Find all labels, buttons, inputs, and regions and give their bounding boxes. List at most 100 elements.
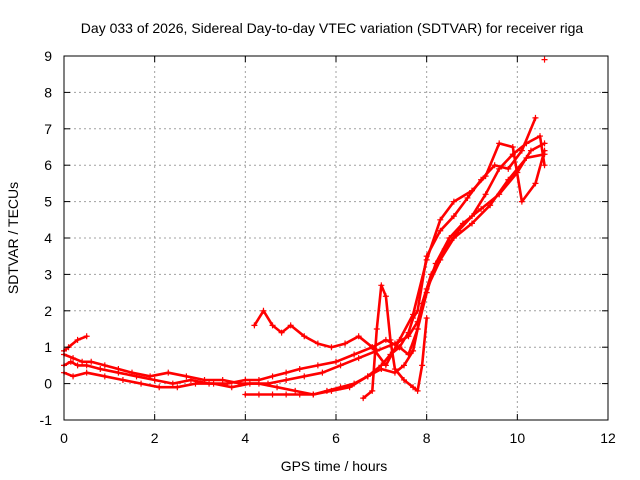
data-point: [301, 333, 308, 340]
x-tick-label: 6: [332, 430, 340, 446]
data-point: [174, 384, 181, 391]
data-point: [410, 347, 417, 354]
data-point: [532, 180, 539, 187]
data-point: [255, 380, 262, 387]
data-point: [314, 362, 321, 369]
data-point: [382, 293, 389, 300]
data-point: [97, 366, 104, 373]
y-tick-label: 1: [44, 339, 52, 355]
series-line: [361, 284, 428, 400]
series-track-1: [61, 140, 548, 387]
series-line: [253, 142, 546, 367]
data-point: [296, 391, 303, 398]
data-point: [387, 336, 394, 343]
y-tick-label: -1: [40, 412, 53, 428]
data-point: [333, 358, 339, 365]
data-point: [478, 205, 485, 212]
data-point: [269, 373, 276, 380]
data-point: [505, 176, 512, 183]
y-tick-label: 0: [44, 376, 52, 392]
data-point: [482, 191, 489, 198]
data-point: [70, 355, 77, 362]
data-point: [74, 336, 81, 343]
series-track-6: [360, 282, 430, 402]
data-point: [83, 362, 90, 369]
data-point: [423, 315, 430, 322]
data-point: [228, 384, 235, 391]
data-point: [269, 391, 276, 398]
data-point: [469, 213, 475, 220]
data-point: [183, 373, 190, 380]
x-tick-label: 12: [600, 430, 616, 446]
data-point: [274, 384, 281, 391]
data-point: [301, 373, 308, 380]
data-point: [328, 344, 335, 351]
data-point: [369, 387, 376, 394]
data-point: [527, 147, 534, 154]
data-point: [423, 256, 430, 263]
data-point: [283, 391, 290, 398]
data-point: [518, 198, 525, 205]
data-point: [67, 358, 74, 365]
data-point: [210, 380, 217, 387]
y-tick-label: 6: [44, 157, 52, 173]
y-tick-label: 7: [44, 121, 52, 137]
data-point: [396, 344, 403, 351]
y-tick-label: 8: [44, 84, 52, 100]
data-point: [419, 300, 426, 307]
data-point: [496, 140, 503, 147]
data-point: [296, 366, 303, 373]
data-point: [151, 376, 158, 383]
data-point: [147, 373, 154, 380]
data-point: [138, 380, 145, 387]
data-point: [283, 376, 290, 383]
data-point: [283, 369, 290, 376]
data-point: [396, 336, 403, 343]
grid: [64, 56, 608, 420]
y-tick-label: 2: [44, 303, 52, 319]
data-point: [391, 366, 398, 373]
data-point: [351, 351, 358, 358]
data-point: [410, 384, 417, 391]
data-point: [450, 198, 457, 205]
data-point: [242, 391, 249, 398]
data-point: [219, 376, 226, 383]
data-point: [464, 194, 471, 201]
data-point: [269, 322, 276, 329]
data-point: [401, 362, 407, 369]
data-point: [509, 144, 516, 150]
data-point: [541, 162, 548, 169]
data-point: [251, 322, 258, 329]
data-point: [260, 307, 267, 314]
data-point: [505, 165, 512, 172]
data-point: [192, 380, 199, 387]
data-point: [83, 369, 90, 376]
y-tick-label: 3: [44, 266, 52, 282]
data-point: [482, 173, 489, 180]
data-point: [119, 376, 126, 383]
data-point: [532, 114, 539, 121]
series-line: [62, 134, 546, 396]
data-point: [401, 376, 407, 383]
data-point: [373, 326, 380, 332]
y-tick-label: 9: [44, 48, 52, 64]
data-point: [382, 362, 389, 369]
data-point: [337, 384, 344, 391]
series-track-5: [251, 140, 548, 369]
x-tick-label: 0: [60, 430, 68, 446]
data-point: [441, 245, 448, 252]
data-point: [101, 373, 108, 380]
x-tick-label: 4: [241, 430, 249, 446]
data-point: [428, 271, 435, 278]
x-axis-label: GPS time / hours: [281, 458, 388, 474]
y-tick-label: 5: [44, 194, 52, 210]
series-track-3: [61, 133, 548, 398]
data-point: [437, 216, 444, 223]
data-point: [342, 340, 349, 347]
data-point: [491, 162, 498, 169]
data-point: [414, 307, 421, 314]
data-point: [310, 391, 317, 398]
data-point: [414, 326, 421, 332]
